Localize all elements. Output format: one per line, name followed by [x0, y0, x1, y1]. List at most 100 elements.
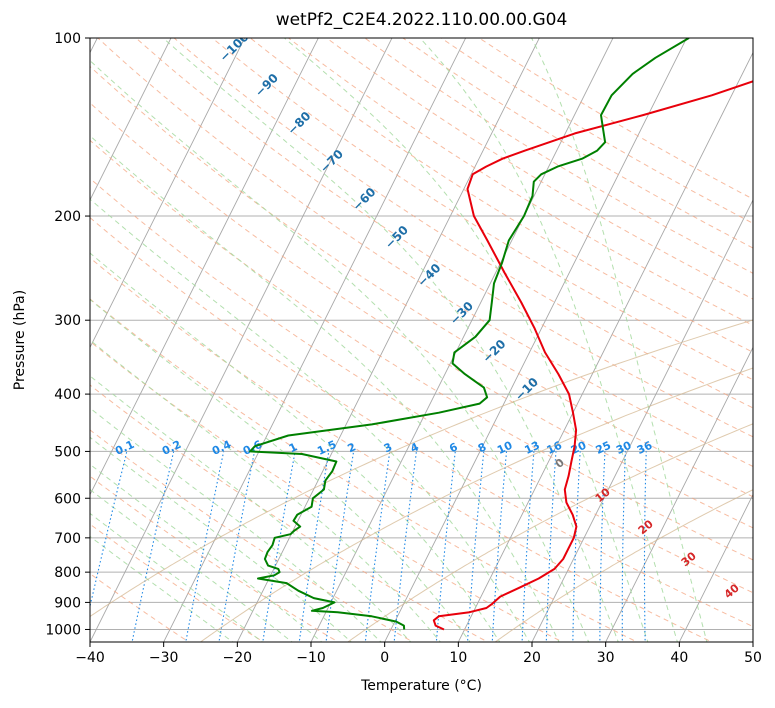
moist-adiabat-line: [531, 38, 708, 642]
isotherm-line: [384, 38, 688, 642]
y-tick-label: 500: [54, 444, 81, 460]
moist-adiabat-line: [419, 38, 678, 642]
dry-adiabat-line: [90, 177, 753, 594]
dry-adiabat-line: [90, 139, 753, 561]
theta-e-curve: [90, 319, 753, 618]
mixing-ratio-label: 0.2: [160, 438, 183, 458]
moist-adiabat-label: 30: [679, 549, 699, 569]
dry-adiabat-label: −70: [317, 147, 346, 176]
x-tick-label: −20: [223, 650, 253, 666]
mixing-ratio-label: 13: [523, 439, 542, 457]
dry-adiabat-line: [325, 38, 753, 300]
dry-adiabat-line: [90, 216, 753, 628]
moist-adiabat-line: [162, 38, 619, 642]
x-tick-label: 40: [670, 650, 688, 666]
mixing-ratio-line: [599, 451, 606, 642]
moist-adiabat-line: [90, 375, 412, 642]
isotherm-line: [605, 346, 753, 642]
moist-adiabat-line: [90, 252, 501, 642]
moist-adiabat-line: [90, 135, 560, 642]
dry-adiabat-label: −20: [480, 337, 509, 366]
dry-adiabat-line: [90, 573, 190, 642]
mixing-ratio-label: 0.4: [210, 438, 233, 458]
dry-adiabat-line: [90, 384, 489, 642]
y-tick-label: 700: [54, 531, 81, 547]
dry-adiabat-line: [90, 475, 340, 642]
mixing-ratio-label: 10: [495, 439, 515, 457]
mixing-ratio-line: [131, 451, 175, 642]
isotherm-line: [678, 493, 753, 642]
plot-area: 0.1 0.2 0.4 0.6 1 1.5 2 3 4 6 8 10 13 16 20 25 30 36−100−…: [90, 38, 753, 642]
dry-adiabat-label: −30: [447, 299, 476, 328]
isotherm-line: [90, 38, 172, 202]
mixing-ratio-label: 8: [476, 440, 488, 455]
isotherm-line: [310, 38, 614, 642]
isotherm-line: [163, 38, 467, 642]
x-tick-label: −30: [149, 650, 179, 666]
x-tick-label: −40: [75, 650, 105, 666]
moist-adiabat-label: 40: [722, 581, 742, 601]
dewpoint-profile-line: [249, 38, 690, 630]
y-axis-label: Pressure (hPa): [12, 289, 28, 391]
dry-adiabat-label: −90: [252, 71, 281, 100]
dry-adiabat-line: [249, 38, 753, 353]
moist-adiabat-line: [90, 407, 382, 642]
mixing-ratio-line: [491, 451, 508, 642]
isotherm-line: [752, 640, 753, 642]
x-tick-label: 20: [523, 650, 541, 666]
dry-adiabat-line: [363, 38, 753, 274]
dry-adiabat-line: [90, 298, 639, 642]
dry-adiabat-line: [135, 38, 753, 438]
y-tick-label: 400: [54, 387, 81, 403]
y-tick-label: 200: [54, 209, 81, 225]
dry-adiabat-line: [90, 65, 753, 498]
isotherm-line: [531, 198, 753, 642]
x-tick-label: 30: [597, 650, 615, 666]
dry-adiabat-line: [173, 38, 753, 409]
mixing-ratio-line: [572, 451, 581, 642]
mixing-ratio-label: 20: [569, 439, 589, 457]
mixing-ratio-line: [262, 451, 296, 642]
moist-adiabat-line: [90, 488, 293, 642]
y-tick-label: 800: [54, 565, 81, 581]
x-tick-label: 50: [744, 650, 762, 666]
x-tick-label: −10: [296, 650, 326, 666]
mixing-ratio-line: [185, 451, 225, 642]
mixing-ratio-label: 6: [447, 440, 460, 455]
chart-title: wetPf2_C2E4.2022.110.00.00.G04: [275, 10, 568, 30]
plot-frame: [89, 37, 754, 643]
moist-adiabat-line: [90, 535, 234, 642]
moist-adiabat-line: [90, 198, 530, 642]
y-tick-label: 100: [54, 31, 81, 47]
moist-adiabat-label: 20: [636, 517, 656, 537]
theta-e-curve: [494, 489, 753, 642]
dry-adiabat-line: [90, 257, 713, 642]
mixing-ratio-line: [621, 451, 626, 642]
isotherm-line: [457, 51, 753, 642]
isotherm-line: [90, 38, 246, 349]
mixing-ratio-label: 2: [346, 440, 358, 455]
mixing-ratio-line: [218, 451, 256, 642]
dry-adiabat-line: [90, 429, 414, 642]
theta-e-curve: [346, 423, 753, 642]
y-tick-label: 300: [54, 313, 81, 329]
moist-adiabat-line: [90, 59, 590, 642]
dry-adiabat-label: −60: [350, 185, 379, 214]
dry-adiabat-line: [211, 38, 753, 381]
moist-adiabat-line: [90, 436, 353, 642]
dry-adiabat-label: −50: [382, 223, 411, 252]
mixing-ratio-label: 36: [635, 439, 655, 457]
dry-adiabat-line: [402, 38, 753, 249]
moist-adiabat-line: [90, 463, 323, 642]
mixing-ratio-label: 25: [594, 439, 613, 457]
isotherm-line: [90, 38, 319, 496]
mixing-ratio-label: 16: [545, 439, 565, 457]
dry-adiabat-line: [90, 102, 753, 529]
y-tick-label: 900: [54, 595, 81, 611]
isotherm-line: [90, 38, 393, 642]
mixing-ratio-label: 3: [382, 440, 394, 455]
x-tick-label: 10: [449, 650, 467, 666]
y-tick-label: 1000: [45, 622, 81, 638]
